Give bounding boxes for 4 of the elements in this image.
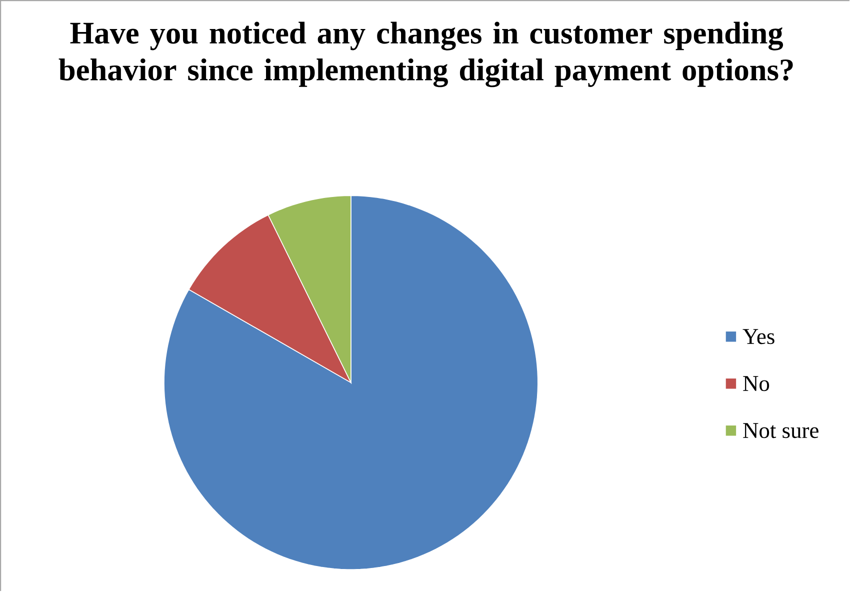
legend-label: No <box>743 376 770 392</box>
chart-title: Have you noticed any changes in customer spending behavior since implementing digital payment options? <box>58 22 793 88</box>
legend-label: Not sure <box>743 423 818 438</box>
legend-label: Yes <box>742 329 774 344</box>
